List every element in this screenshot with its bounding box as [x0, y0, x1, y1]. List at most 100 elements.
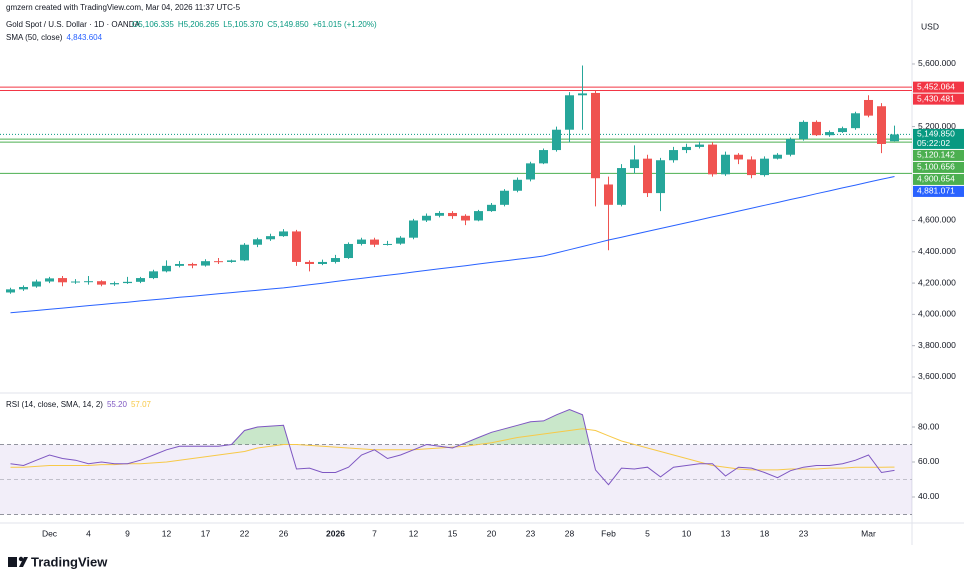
sma-line — [10, 176, 895, 314]
candle-body — [409, 220, 418, 238]
rsi-y-tick-label: 40.00 — [918, 491, 940, 501]
rsi-overbought-fill — [231, 409, 590, 445]
candle-body — [851, 113, 860, 129]
x-tick-label: 9 — [125, 528, 130, 538]
rsi-y-tick-label: 60.00 — [918, 456, 940, 466]
ohlc-value: L5,105.370 — [223, 20, 264, 29]
candle-body — [695, 144, 704, 147]
x-tick-label: 12 — [162, 528, 172, 538]
x-tick-label: 23 — [799, 528, 809, 538]
candle-body — [162, 265, 171, 272]
brand-logo: TradingView — [8, 554, 108, 569]
price-axis-label-text: 5,100.656 — [917, 162, 955, 172]
candle-body — [71, 281, 80, 283]
candle-body — [786, 139, 795, 155]
y-tick-label: 4,400.000 — [918, 246, 956, 256]
candle-body — [487, 204, 496, 212]
candle-body — [825, 132, 834, 136]
sma-legend: SMA (50, close) — [6, 33, 63, 42]
price-axis-label-text: 5,452.064 — [917, 81, 955, 91]
candle-body — [383, 243, 392, 245]
ohlc-value: C5,149.850 — [267, 20, 309, 29]
x-tick-label: 7 — [372, 528, 377, 538]
x-tick-label: Mar — [861, 528, 876, 538]
candle-body — [604, 184, 613, 205]
price-axis-label-text: 05:22:02 — [917, 138, 950, 148]
candle-body — [838, 128, 847, 133]
candle-body — [292, 231, 301, 262]
candle-body — [682, 146, 691, 151]
x-tick-label: 10 — [682, 528, 692, 538]
x-tick-label: 17 — [201, 528, 211, 538]
candle-body — [747, 159, 756, 176]
y-tick-label: 5,200.000 — [918, 121, 956, 131]
y-tick-label: 3,600.000 — [918, 371, 956, 381]
candle-body — [890, 134, 899, 142]
candle-body — [643, 158, 652, 194]
candle-body — [669, 150, 678, 161]
candle-body — [461, 215, 470, 221]
x-tick-label: 12 — [409, 528, 419, 538]
candle-body — [331, 258, 340, 262]
rsi-band-fill — [0, 444, 912, 515]
rsi-y-tick-label: 80.00 — [918, 421, 940, 431]
candle-body — [357, 239, 366, 244]
ohlc-value: H5,206.265 — [178, 20, 220, 29]
candle-body — [630, 159, 639, 169]
price-axis-label — [913, 128, 964, 149]
candle-body — [864, 99, 873, 116]
x-tick-label: Feb — [601, 528, 616, 538]
candle-body — [799, 121, 808, 140]
price-axis-label — [913, 161, 964, 173]
candle-body — [435, 212, 444, 216]
price-axis-label-text: 5,430.481 — [917, 93, 955, 103]
price-axis-label — [913, 81, 964, 93]
price-axis-label-text: 4,900.654 — [917, 174, 955, 184]
price-axis-label — [913, 173, 964, 185]
candle-body — [721, 154, 730, 175]
sma-value: 4,843.604 — [66, 33, 102, 42]
candle-body — [344, 243, 353, 259]
x-tick-label: 13 — [721, 528, 731, 538]
y-tick-label: 3,800.000 — [918, 340, 956, 350]
candle-body — [58, 278, 67, 283]
price-axis-label-text: 5,149.850 — [917, 129, 955, 139]
x-tick-label: 18 — [760, 528, 770, 538]
symbol-title: Gold Spot / U.S. Dollar · 1D · OANDA — [6, 20, 140, 29]
candle-body — [6, 289, 15, 293]
y-tick-label: 4,600.000 — [918, 215, 956, 225]
candle-body — [591, 92, 600, 179]
rsi-value: 55.20 — [107, 400, 128, 409]
x-tick-label: 23 — [526, 528, 536, 538]
candle-body — [149, 271, 158, 279]
rsi-legend: RSI (14, close, SMA, 14, 2) — [6, 400, 103, 409]
candle-body — [773, 154, 782, 159]
candle-body — [214, 261, 223, 263]
candle-body — [136, 278, 145, 282]
candle-body — [448, 212, 457, 217]
candle-body — [500, 190, 509, 205]
candle-body — [526, 163, 535, 180]
candle-body — [19, 286, 28, 290]
candle-body — [318, 261, 327, 264]
candle-body — [565, 95, 574, 130]
price-axis-label — [913, 93, 964, 105]
x-tick-label: 5 — [645, 528, 650, 538]
y-tick-label: 4,200.000 — [918, 277, 956, 287]
candle-body — [123, 281, 132, 284]
price-axis-label — [913, 185, 964, 197]
currency: USD — [921, 21, 939, 31]
ohlc-value: O5,106.335 — [132, 20, 174, 29]
candle-body — [552, 129, 561, 151]
candle-body — [253, 239, 262, 245]
candle-body — [513, 179, 522, 191]
candle-body — [97, 281, 106, 285]
candle-body — [84, 281, 93, 283]
candle-body — [617, 168, 626, 205]
y-tick-label: 4,000.000 — [918, 309, 956, 319]
candle-body — [760, 158, 769, 176]
candle-body — [396, 237, 405, 244]
candle-body — [812, 121, 821, 136]
candle-body — [175, 263, 184, 266]
